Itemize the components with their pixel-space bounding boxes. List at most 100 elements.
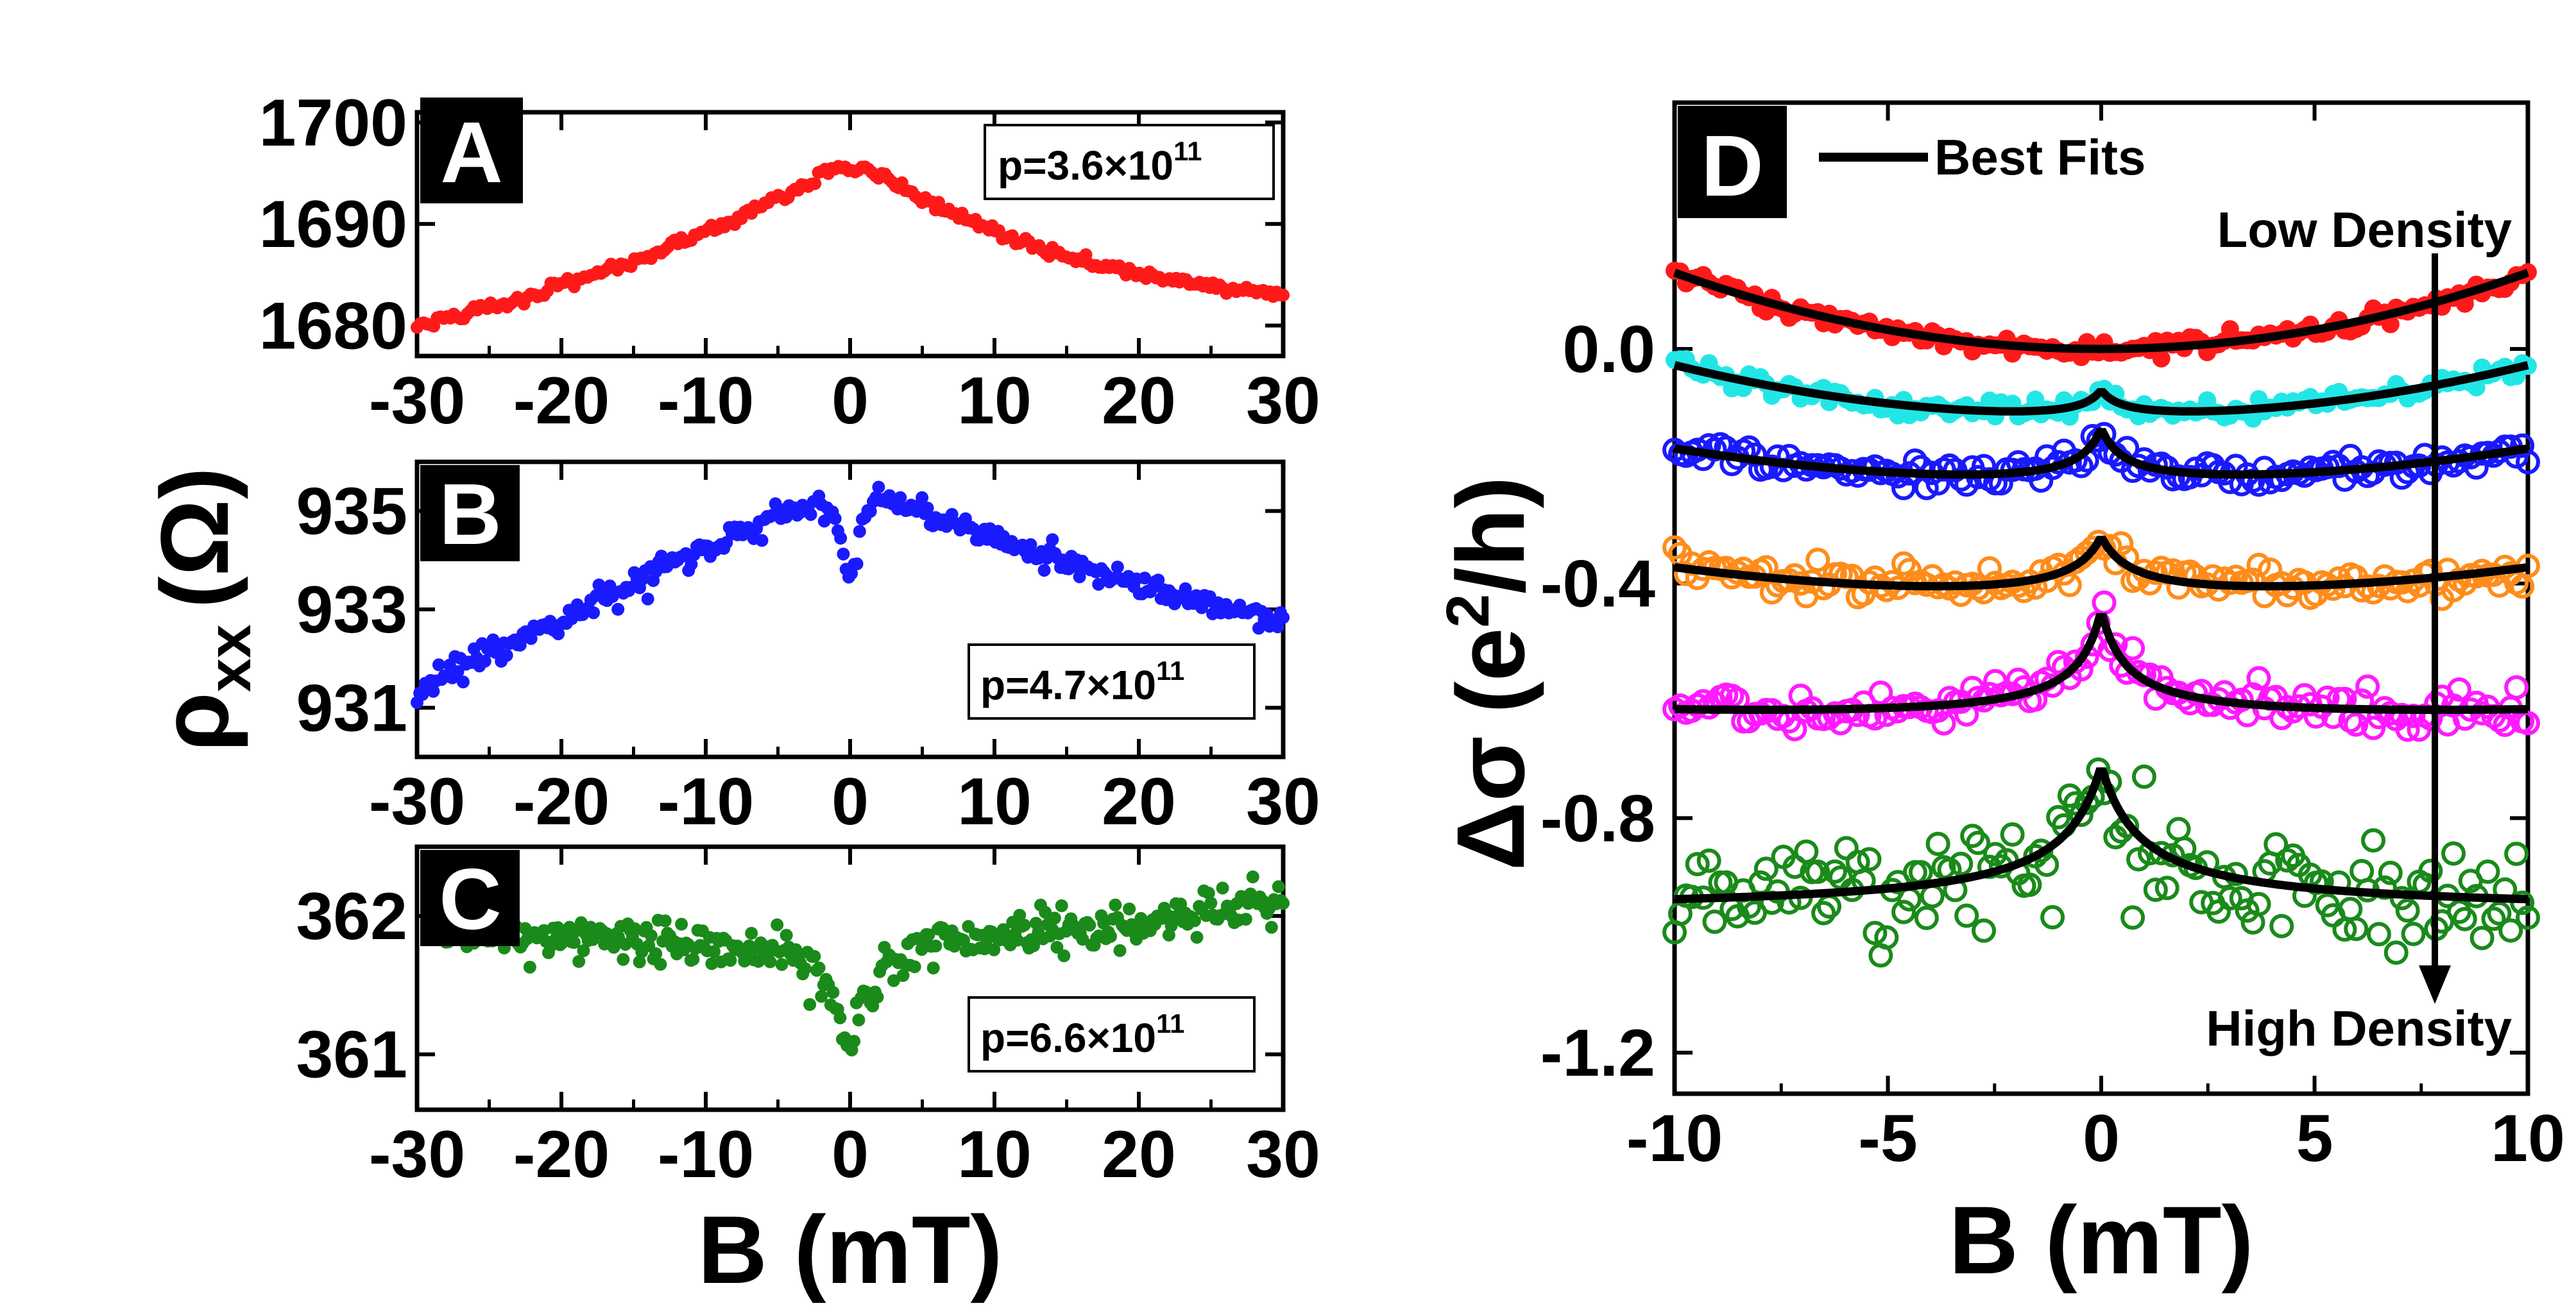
panel-b-point: [804, 508, 817, 522]
panel-b-point: [478, 654, 491, 668]
panel-d-point-blue: [1891, 475, 1916, 500]
panel-d-point-green: [2395, 898, 2420, 923]
panel-b-ticks: -30 -20 -10 0 10 20 30 931 933 935: [296, 462, 1320, 839]
panel-d-ytick-label: -1.2: [1540, 1016, 1655, 1090]
panel-d-point-green: [1822, 859, 1847, 884]
panel-d-point-green: [1685, 852, 1710, 877]
panel-c-point: [1057, 949, 1071, 962]
panel-d-ytick-label: -0.4: [1540, 547, 1655, 622]
panel-a-ytick-label: 1680: [259, 289, 407, 364]
panel-c-point: [852, 1014, 866, 1027]
panel-b-ytick-label: 935: [296, 475, 407, 549]
panel-c-point: [1239, 913, 1252, 926]
panel-c-point: [908, 960, 921, 974]
panel-c-point: [815, 990, 828, 1003]
panel-d-point-magenta: [2504, 675, 2529, 700]
panel-b-point: [850, 557, 864, 570]
panel-b-ytick-label: 931: [296, 671, 407, 745]
panel-b-point: [1111, 561, 1124, 573]
panel-d-point-green: [2143, 878, 2168, 903]
panel-c-ticks: -30 -20 -10 0 10 20 30 361 362: [296, 847, 1320, 1192]
panel-b-point: [500, 649, 513, 662]
panel-d-xtick-label: -10: [1626, 1101, 1723, 1176]
panel-d-point-green: [2017, 872, 2042, 897]
panel-d-point-red: [2152, 349, 2171, 368]
panel-d-point-red: [2381, 315, 2400, 334]
panel-d-point-green: [2040, 904, 2065, 929]
legend-label: Best Fits: [1934, 129, 2145, 185]
panel-b-point: [1092, 577, 1105, 591]
panel-d-point-green: [1805, 860, 1830, 884]
panel-d-point-green: [1794, 839, 1819, 864]
panel-c-point: [1104, 929, 1117, 943]
panel-c-point: [1246, 870, 1259, 883]
panel-c-ytick-label: 362: [296, 879, 407, 954]
panel-c-point: [658, 914, 672, 928]
panel-c-point: [1027, 939, 1040, 953]
panel-c-point: [1013, 908, 1027, 922]
panel-d-point-green: [2378, 860, 2403, 885]
panel-c-point: [848, 1035, 861, 1048]
panel-d-point-green: [2481, 906, 2506, 931]
panel-b-point: [755, 534, 769, 547]
panel-d-point-green: [2126, 847, 2151, 872]
panel-c-point: [1039, 906, 1052, 919]
panel-d-ticks: -10 -5 0 5 10 0.0 -0.4 -0.8 -1.2: [1540, 103, 2565, 1176]
panel-d-fit-magenta: [1674, 613, 2529, 714]
panel-d-point-green: [2498, 918, 2523, 943]
panel-b-point: [432, 658, 445, 672]
panel-d-point-green: [2516, 905, 2540, 930]
svg-text:ρxx(Ω): ρxx (Ω): [141, 467, 264, 752]
panel-b-point: [853, 525, 866, 538]
panel-d-point-orange: [2246, 552, 2271, 577]
panel-d-point-magenta: [1977, 682, 2002, 706]
panel-c-point: [687, 953, 700, 966]
low-density-label: Low Density: [2217, 201, 2512, 258]
panel-c-point: [649, 947, 663, 960]
panel-a-xtick-label: 20: [1102, 364, 1176, 438]
panel-c-point: [926, 962, 940, 974]
panel-c-point: [1216, 881, 1229, 895]
left-xlabel: B (mT): [698, 1196, 1003, 1303]
panel-d-point-green: [2452, 906, 2477, 931]
panel-d-point-magenta: [1931, 711, 1956, 736]
panel-d-point-magenta: [2092, 590, 2117, 615]
panel-b-point: [451, 665, 465, 678]
panel-c-point: [1113, 944, 1127, 957]
panel-a-point: [1277, 289, 1290, 302]
panel-c: -30 -20 -10 0 10 20 30 361 362 C p=6.6×1011: [296, 844, 1320, 1192]
panel-d-point-green: [2361, 828, 2385, 853]
panel-c-point: [1190, 931, 1204, 944]
panel-d-point-green: [1753, 856, 1778, 881]
panel-d-point-green: [1925, 831, 1950, 856]
panel-d-point-green: [1874, 925, 1899, 950]
panel-d-point-green: [1954, 903, 1979, 928]
panel-d-ytick-label: 0.0: [1562, 312, 1655, 387]
panel-d-point-green: [2475, 859, 2500, 884]
panel-b-point: [921, 502, 934, 514]
panel-d-point-green: [1966, 831, 1991, 855]
right-ylabel-symbol: Δσ: [1437, 736, 1544, 870]
panel-c-point: [1018, 919, 1031, 932]
panel-d-point-green: [2034, 853, 2060, 878]
panel-d-point-green: [1702, 909, 1727, 934]
panel-d-point-green: [2166, 817, 2191, 842]
panel-d-fit-cyan: [1673, 361, 2529, 416]
panel-d-point-green: [2487, 901, 2512, 926]
panel-d-point-green: [2264, 832, 2289, 857]
panel-b-annotation-exp: 11: [1156, 656, 1184, 686]
panel-c-point: [1055, 899, 1068, 912]
panel-d-xtick-label: 0: [2083, 1101, 2120, 1176]
panel-d-point-magenta: [2344, 712, 2369, 737]
panel-d-point-green: [1891, 899, 1916, 924]
panel-a-annotation: p=3.6×1011: [998, 136, 1202, 189]
panel-b-point: [416, 688, 429, 701]
panel-a-annotation-base: p=3.6×10: [998, 142, 1173, 189]
panel-c-point: [887, 974, 900, 987]
panel-b-point: [1152, 573, 1165, 587]
panel-a-xtick-label: 0: [832, 364, 869, 438]
left-ylabel-symbol: ρ: [141, 692, 248, 752]
panel-d-point-green: [1972, 918, 1996, 943]
panel-c-point: [1272, 880, 1285, 894]
